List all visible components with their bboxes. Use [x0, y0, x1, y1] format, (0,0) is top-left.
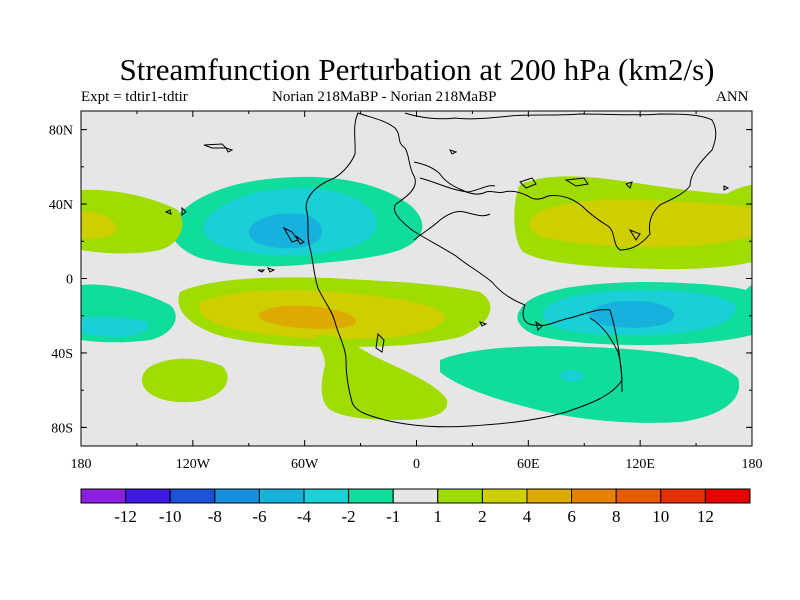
- islands: [164, 143, 730, 353]
- island-15: [723, 185, 730, 191]
- colorbar-label: -2: [342, 507, 356, 526]
- contour-pos2-npacific-west: [81, 211, 117, 239]
- island-13: [625, 181, 633, 189]
- coastlines: [305, 112, 717, 428]
- x-tick-label: 120E: [625, 457, 655, 472]
- x-tick-label: 180: [742, 457, 763, 472]
- colorbar-label: -4: [297, 507, 312, 526]
- colorbar-segment: [258, 488, 305, 504]
- contour-neg1-southernocean: [440, 346, 740, 423]
- colorbar-label: 12: [697, 507, 714, 526]
- island-7: [257, 269, 266, 273]
- island-4: [181, 206, 187, 216]
- colorbar-segment: [571, 488, 617, 504]
- island-17: [479, 321, 488, 327]
- colorbar-segment: [80, 488, 127, 504]
- north-interior-coastline: [419, 177, 496, 193]
- colorbar-label: -10: [159, 507, 182, 526]
- island-2: [225, 147, 234, 153]
- island-10: [449, 149, 458, 155]
- contour-fill: [81, 176, 752, 423]
- x-tick-label: 60E: [517, 457, 540, 472]
- colorbar-label: 2: [478, 507, 487, 526]
- island-9: [375, 332, 385, 353]
- colorbar-label: 1: [434, 507, 443, 526]
- colorbar-label: -1: [386, 507, 400, 526]
- y-tick-label: 80S: [51, 421, 73, 436]
- period-label: Norian 218MaBP - Norian 218MaBP: [272, 89, 497, 105]
- asia-coastline: [404, 112, 717, 251]
- x-tick-label: 0: [413, 457, 420, 472]
- colorbar-segment: [437, 488, 483, 504]
- colorbar-label: 6: [567, 507, 576, 526]
- contour-neg2-southernocean: [560, 369, 584, 382]
- colorbar-segment: [392, 488, 439, 504]
- contour-pos1-npacific-west: [81, 189, 183, 254]
- colorbar: -12 -10 -8 -6 -4 -2 -1 1 2 4 6 8 10 12: [80, 488, 751, 526]
- season-label: ANN: [716, 89, 749, 105]
- colorbar-label: 10: [652, 507, 669, 526]
- colorbar-segment: [704, 488, 751, 504]
- contour-neg4-indianocean: [588, 300, 674, 328]
- east-gondwana-coastline: [589, 317, 623, 393]
- colorbar-label: 8: [612, 507, 621, 526]
- colorbar-segment: [303, 488, 350, 504]
- colorbar-segment: [169, 488, 216, 504]
- island-14: [628, 228, 641, 241]
- contour-pos4-spacific: [258, 305, 357, 329]
- island-3: [164, 209, 172, 215]
- island-11: [519, 177, 537, 189]
- axis-ticks: [80, 111, 753, 446]
- colorbar-segment: [348, 488, 394, 504]
- island-6: [295, 235, 305, 245]
- tethys-coastline: [413, 211, 491, 241]
- axis-labels: 180 120W 60W 0 60E 120E 180 80N 40N 0 40S 80S: [49, 124, 763, 472]
- colorbar-label: -12: [114, 507, 137, 526]
- y-tick-label: 40S: [51, 347, 73, 362]
- colorbar-segment: [125, 488, 171, 504]
- island-12: [564, 177, 589, 187]
- page-title: Streamfunction Perturbation at 200 hPa (…: [119, 52, 715, 87]
- colorbar-label: 4: [523, 507, 532, 526]
- contour-neg2-swpacific: [81, 316, 149, 337]
- y-tick-label: 80N: [49, 124, 73, 139]
- contour-pos2-asia: [529, 199, 752, 248]
- colorbar-label: -6: [252, 507, 266, 526]
- island-8: [267, 267, 276, 273]
- contour-pos1-satlantic: [316, 334, 448, 420]
- pangaea-coastline: [305, 112, 623, 428]
- colorbar-segment: [615, 488, 662, 504]
- y-tick-label: 0: [66, 273, 73, 288]
- x-tick-label: 60W: [291, 457, 319, 472]
- contour-pos1-spacific-patch: [141, 358, 228, 403]
- colorbar-segment: [214, 488, 260, 504]
- contour-neg1-small-pacific: [682, 356, 698, 362]
- x-tick-label: 120W: [176, 457, 211, 472]
- colorbar-segment: [660, 488, 706, 504]
- y-tick-label: 40N: [49, 198, 73, 213]
- island-16: [535, 320, 543, 331]
- colorbar-segment: [526, 488, 573, 504]
- colorbar-segment: [481, 488, 528, 504]
- colorbar-label: -8: [208, 507, 222, 526]
- x-tick-label: 180: [71, 457, 92, 472]
- experiment-label: Expt = tdtir1-tdtir: [81, 89, 188, 105]
